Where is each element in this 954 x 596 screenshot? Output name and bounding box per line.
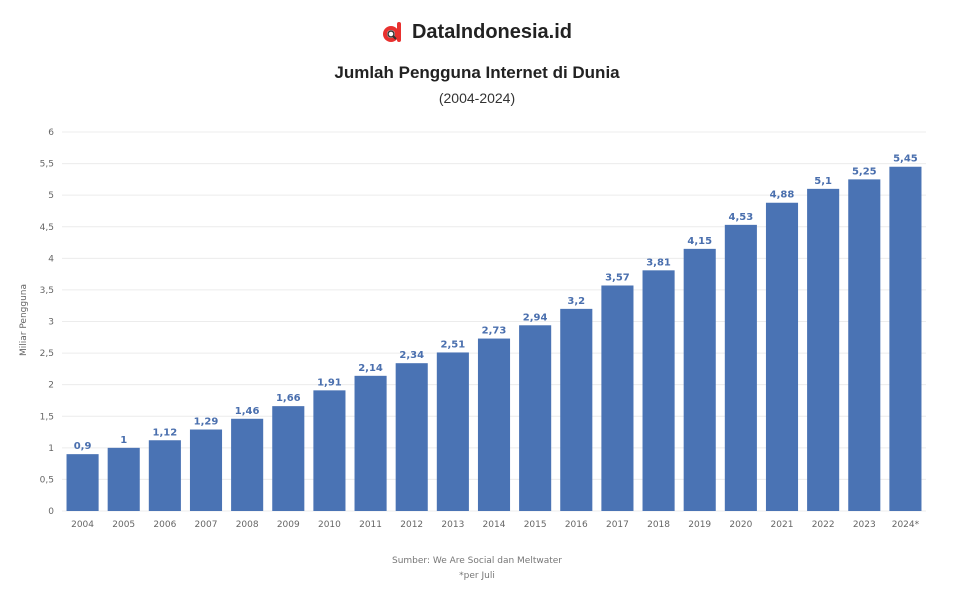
y-tick-label: 1,5 bbox=[40, 412, 54, 422]
bar-2014 bbox=[477, 338, 511, 511]
data-label: 5,1 bbox=[814, 176, 832, 187]
bar-2012 bbox=[395, 363, 428, 511]
y-tick-label: 0 bbox=[48, 507, 54, 517]
bar-2019 bbox=[683, 248, 716, 511]
dataindonesia-logo-icon bbox=[382, 22, 401, 42]
x-tick-label: 2013 bbox=[441, 520, 464, 530]
data-label: 3,81 bbox=[646, 257, 671, 268]
source-note: Sumber: We Are Social dan Meltwater bbox=[391, 556, 562, 566]
data-label: 1,29 bbox=[194, 417, 219, 428]
x-tick-label: 2019 bbox=[688, 520, 711, 530]
data-label: 1,46 bbox=[235, 406, 260, 417]
data-label: 1,12 bbox=[153, 427, 178, 438]
x-tick-label: 2015 bbox=[524, 520, 547, 530]
bar-2007 bbox=[189, 429, 223, 511]
y-tick-label: 1 bbox=[48, 444, 54, 454]
bar-2023 bbox=[848, 179, 881, 511]
bar-2010 bbox=[313, 390, 346, 511]
bar-2009 bbox=[272, 406, 305, 511]
chart-title: Jumlah Pengguna Internet di Dunia bbox=[334, 63, 620, 82]
data-label: 4,53 bbox=[729, 212, 754, 223]
y-tick-label: 0,5 bbox=[40, 475, 54, 485]
x-tick-label: 2006 bbox=[153, 520, 176, 530]
x-tick-label: 2012 bbox=[400, 520, 423, 530]
data-label: 5,25 bbox=[852, 166, 877, 177]
x-tick-label: 2007 bbox=[195, 520, 218, 530]
bar-2008 bbox=[231, 418, 264, 511]
bar-2022 bbox=[807, 188, 840, 511]
data-label: 2,34 bbox=[399, 350, 424, 361]
x-tick-label: 2014 bbox=[483, 520, 506, 530]
brand-header: DataIndonesia.id bbox=[0, 20, 954, 44]
brand-name: DataIndonesia.id bbox=[411, 20, 573, 43]
data-label: 0,9 bbox=[74, 441, 92, 452]
data-label: 5,45 bbox=[893, 154, 918, 165]
footnote: *per Juli bbox=[459, 571, 495, 581]
bar-2011 bbox=[354, 375, 387, 511]
y-tick-label: 5 bbox=[48, 191, 54, 201]
x-tick-label: 2004 bbox=[71, 520, 94, 530]
data-label: 2,51 bbox=[441, 339, 466, 350]
data-label: 3,57 bbox=[605, 272, 630, 283]
y-tick-label: 2 bbox=[48, 381, 54, 391]
y-tick-label: 4 bbox=[48, 254, 54, 264]
x-tick-label: 2016 bbox=[565, 520, 588, 530]
x-tick-label: 2005 bbox=[112, 520, 135, 530]
bar-2018 bbox=[642, 270, 675, 511]
bar-2024* bbox=[889, 166, 922, 511]
x-tick-label: 2024* bbox=[892, 520, 920, 530]
x-tick-label: 2017 bbox=[606, 520, 629, 530]
data-label: 4,88 bbox=[770, 190, 795, 201]
x-tick-label: 2021 bbox=[771, 520, 794, 530]
bar-2021 bbox=[765, 202, 799, 511]
data-label: 1,66 bbox=[276, 393, 301, 404]
x-tick-label: 2022 bbox=[812, 520, 835, 530]
x-tick-label: 2023 bbox=[853, 520, 876, 530]
data-label: 2,14 bbox=[358, 363, 383, 374]
bar-2006 bbox=[148, 440, 181, 511]
x-tick-label: 2008 bbox=[236, 520, 259, 530]
bar-2017 bbox=[601, 285, 634, 511]
data-label: 2,73 bbox=[482, 326, 507, 337]
chart-subtitle: (2004-2024) bbox=[438, 90, 516, 106]
x-tick-label: 2020 bbox=[729, 520, 752, 530]
y-tick-label: 5,5 bbox=[40, 160, 54, 170]
data-label: 1 bbox=[120, 435, 127, 446]
y-tick-label: 6 bbox=[48, 128, 54, 138]
x-tick-label: 2018 bbox=[647, 520, 670, 530]
data-label: 1,91 bbox=[317, 377, 342, 388]
data-label: 4,15 bbox=[687, 236, 712, 247]
y-tick-label: 3,5 bbox=[40, 286, 54, 296]
bar-2016 bbox=[560, 308, 593, 511]
x-tick-label: 2009 bbox=[277, 520, 300, 530]
data-label: 3,2 bbox=[567, 296, 585, 307]
bar-2004 bbox=[66, 454, 99, 511]
data-label: 2,94 bbox=[523, 312, 548, 323]
y-tick-label: 3 bbox=[48, 318, 54, 328]
bar-2005 bbox=[107, 447, 140, 511]
bar-2015 bbox=[519, 325, 552, 511]
y-tick-label: 2,5 bbox=[40, 349, 54, 359]
bar-2020 bbox=[724, 224, 757, 512]
y-tick-label: 4,5 bbox=[40, 223, 54, 233]
x-tick-label: 2010 bbox=[318, 520, 341, 530]
x-tick-label: 2011 bbox=[359, 520, 382, 530]
bar-2013 bbox=[436, 352, 469, 511]
y-axis-title: Miliar Pengguna bbox=[19, 284, 29, 356]
